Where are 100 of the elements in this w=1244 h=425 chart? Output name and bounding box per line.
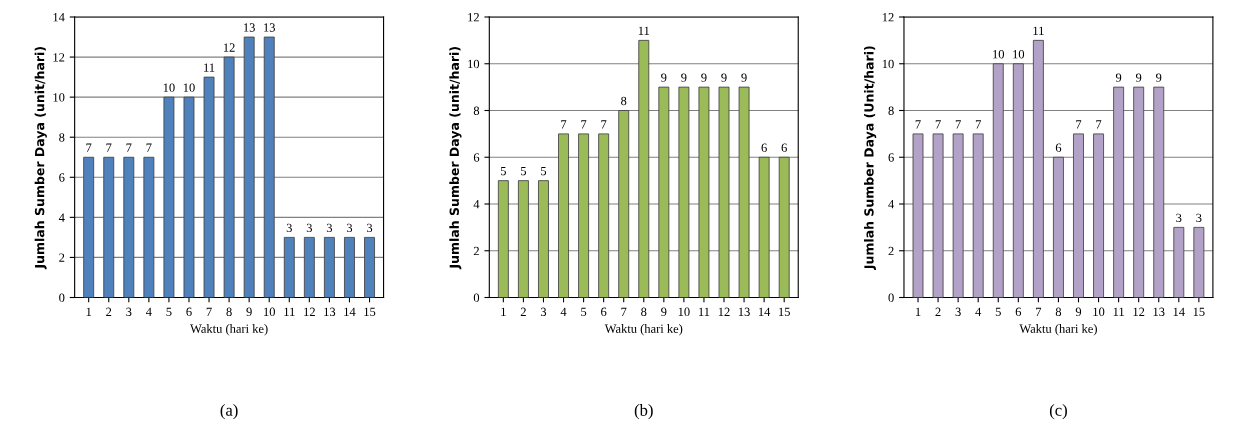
x-tick-label: 3 xyxy=(126,307,132,317)
data-label: 7 xyxy=(126,143,132,152)
bar xyxy=(1032,39,1044,298)
bar xyxy=(1153,86,1165,298)
x-tick-label: 3 xyxy=(540,307,547,317)
x-tick-label: 10 xyxy=(678,307,690,317)
data-label: 3 xyxy=(286,223,292,233)
y-tick-label: 2 xyxy=(59,253,65,262)
text: (b) xyxy=(634,404,653,420)
x-tick-label: 6 xyxy=(601,307,607,317)
y-tick-label: 2 xyxy=(473,246,479,256)
y-tick-label: 0 xyxy=(59,293,65,302)
data-label: 9 xyxy=(1156,73,1162,82)
data-label: 9 xyxy=(661,73,667,82)
bar xyxy=(283,236,295,298)
y-tick-label: 14 xyxy=(53,13,65,22)
data-label: 6 xyxy=(761,143,767,152)
bar xyxy=(223,56,235,298)
bar xyxy=(992,63,1004,298)
data-label: 10 xyxy=(993,50,1005,59)
data-label: 6 xyxy=(1055,143,1062,152)
x-tick-label: 14 xyxy=(344,307,356,316)
x-tick-label: 8 xyxy=(641,307,647,317)
data-label: 9 xyxy=(721,73,727,82)
x-tick-label: 1 xyxy=(915,307,921,316)
data-label: 10 xyxy=(1013,50,1025,59)
bar xyxy=(952,133,964,298)
data-label: 11 xyxy=(204,63,215,72)
bar xyxy=(618,110,630,298)
x-tick-label: 9 xyxy=(1075,307,1082,317)
y-tick-label: 8 xyxy=(59,133,65,142)
data-label: 8 xyxy=(621,96,627,106)
bar xyxy=(1053,156,1064,298)
bar xyxy=(263,36,275,298)
bar xyxy=(578,133,590,298)
x-tick-label: 7 xyxy=(621,307,627,316)
bar xyxy=(758,156,770,298)
y-tick-label: 0 xyxy=(888,293,894,302)
data-label: 7 xyxy=(1096,120,1102,129)
y-tick-label: 10 xyxy=(53,93,65,102)
y-tick-label: 2 xyxy=(888,246,894,256)
data-label: 9 xyxy=(1115,73,1122,82)
y-tick-label: 6 xyxy=(473,153,480,162)
x-tick-label: 4 xyxy=(975,307,982,316)
bar xyxy=(558,133,569,298)
y-tick-label: 10 xyxy=(882,59,894,69)
y-axis-title: Jumlah Sumber Daya (unit/hari) xyxy=(449,47,462,270)
data-label: 7 xyxy=(975,120,981,129)
x-tick-label: 11 xyxy=(284,307,295,316)
y-tick-label: 12 xyxy=(468,13,479,22)
bar xyxy=(303,236,315,298)
bar xyxy=(1113,86,1125,298)
x-tick-label: 13 xyxy=(324,307,336,317)
bar xyxy=(183,96,195,298)
data-label: 11 xyxy=(1033,26,1044,35)
data-label: 6 xyxy=(781,143,787,152)
x-axis-title: Waktu (hari ke) xyxy=(190,324,268,336)
y-tick-label: 6 xyxy=(59,173,65,182)
bar xyxy=(1173,226,1185,298)
data-label: 7 xyxy=(955,120,961,129)
x-tick-label: 5 xyxy=(581,307,587,317)
x-tick-label: 15 xyxy=(1193,307,1205,317)
y-axis-title: Jumlah Sumber Daya (Unit/hari) xyxy=(864,46,877,270)
bar xyxy=(738,86,750,298)
x-axis-title: Waktu (hari ke) xyxy=(1019,324,1097,336)
bar xyxy=(1133,86,1145,298)
data-label: 5 xyxy=(521,167,527,176)
data-label: 3 xyxy=(367,223,373,233)
bar xyxy=(344,236,355,298)
data-label: 3 xyxy=(306,223,312,233)
y-tick-label: 0 xyxy=(473,293,480,302)
data-label: 5 xyxy=(541,167,547,176)
x-axis-title: Waktu (hari ke) xyxy=(604,324,683,336)
bar xyxy=(1012,63,1024,298)
x-tick-label: 4 xyxy=(145,307,152,316)
x-tick-label: 15 xyxy=(364,307,376,317)
bar xyxy=(517,180,529,298)
data-label: 7 xyxy=(1076,120,1082,129)
bar xyxy=(658,86,670,298)
x-tick-label: 15 xyxy=(779,307,790,317)
bar xyxy=(497,180,509,298)
bar xyxy=(103,156,115,298)
bar xyxy=(778,156,790,298)
x-tick-label: 10 xyxy=(1093,307,1105,317)
bar xyxy=(912,133,924,298)
bar xyxy=(163,96,175,298)
data-label: 10 xyxy=(183,83,195,92)
y-tick-label: 6 xyxy=(888,153,894,162)
bar xyxy=(243,36,255,298)
x-tick-label: 8 xyxy=(1055,307,1062,317)
x-tick-label: 9 xyxy=(661,307,667,317)
x-tick-label: 6 xyxy=(186,307,192,317)
y-tick-label: 4 xyxy=(58,213,65,222)
data-label: 3 xyxy=(1176,213,1182,223)
x-tick-label: 13 xyxy=(1153,307,1165,317)
x-tick-label: 13 xyxy=(738,307,750,317)
bar xyxy=(1193,226,1205,298)
data-label: 3 xyxy=(346,223,353,233)
x-tick-label: 8 xyxy=(226,307,232,317)
data-label: 9 xyxy=(701,73,707,82)
